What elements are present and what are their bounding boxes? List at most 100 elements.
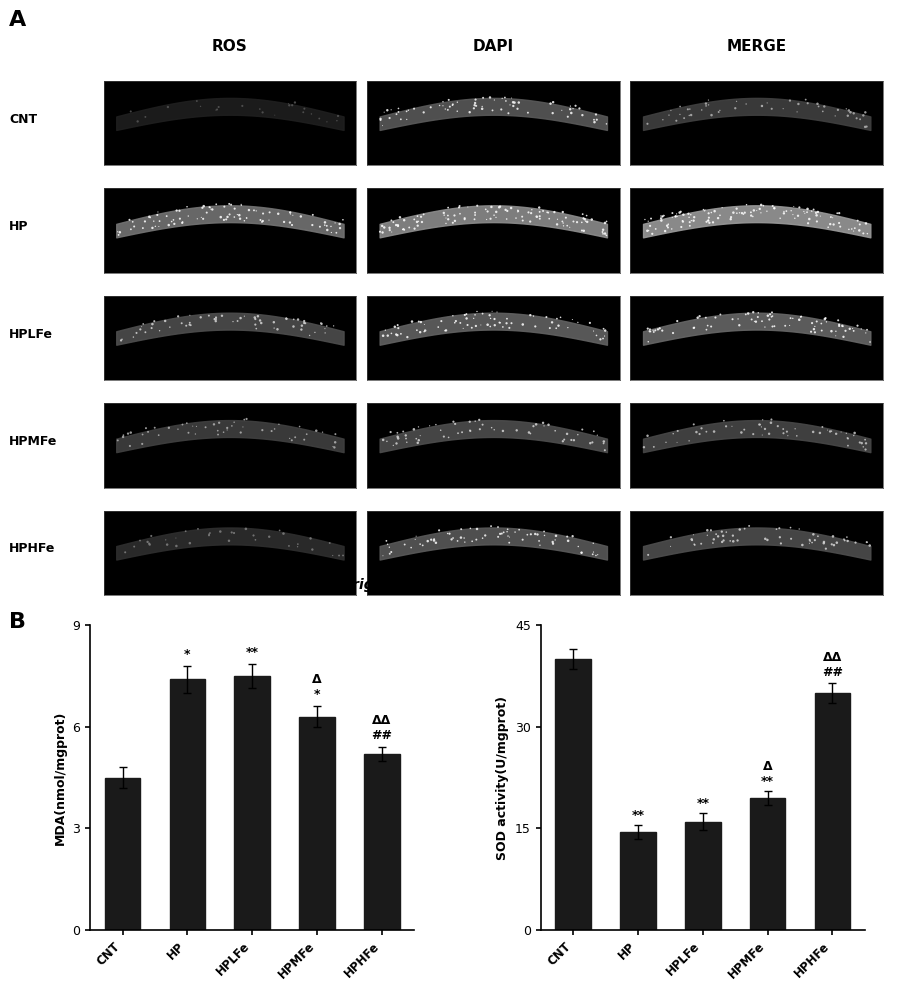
Point	[569, 98, 583, 114]
Point	[587, 323, 601, 339]
Point	[842, 321, 857, 337]
Point	[765, 101, 779, 117]
Point	[578, 213, 593, 229]
Point	[754, 197, 769, 213]
Point	[687, 213, 701, 229]
Point	[463, 423, 478, 439]
Point	[550, 216, 564, 232]
Point	[737, 422, 751, 438]
Point	[376, 432, 390, 448]
Point	[268, 107, 282, 123]
Point	[272, 416, 287, 432]
Point	[190, 211, 205, 227]
Point	[567, 432, 581, 448]
Point	[660, 218, 674, 234]
Point	[675, 213, 689, 229]
Point	[714, 534, 729, 550]
Point	[288, 429, 303, 445]
Point	[596, 224, 610, 240]
Point	[485, 303, 499, 319]
Point	[437, 207, 451, 223]
Point	[416, 104, 431, 120]
Point	[847, 105, 861, 121]
Point	[233, 425, 248, 441]
Point	[777, 425, 791, 441]
Point	[560, 218, 575, 234]
Point	[447, 207, 461, 223]
Point	[162, 319, 177, 335]
Point	[580, 214, 595, 230]
Point	[465, 320, 479, 336]
Point	[211, 427, 225, 443]
Point	[596, 435, 611, 451]
Point	[413, 428, 427, 444]
Point	[599, 213, 614, 229]
Point	[175, 215, 189, 231]
Point	[829, 323, 843, 339]
Point	[138, 324, 152, 340]
Point	[214, 524, 228, 540]
Point	[784, 203, 798, 219]
Point	[849, 535, 863, 551]
Point	[476, 417, 490, 433]
Point	[851, 213, 865, 229]
Point	[687, 536, 702, 552]
Point	[456, 320, 470, 336]
Point	[139, 420, 153, 436]
Point	[291, 536, 305, 552]
Point	[714, 306, 728, 322]
Point	[835, 318, 850, 334]
Point	[570, 427, 585, 443]
Point	[411, 435, 425, 451]
Point	[199, 205, 214, 221]
Point	[387, 319, 402, 335]
Point	[695, 102, 709, 118]
Point	[746, 304, 760, 320]
Point	[701, 213, 715, 229]
Point	[586, 546, 600, 562]
Point	[655, 208, 669, 224]
Point	[724, 211, 738, 227]
Point	[647, 439, 661, 455]
Point	[689, 424, 704, 440]
Point	[841, 533, 855, 549]
Point	[413, 536, 427, 552]
Point	[641, 213, 655, 229]
Point	[641, 321, 655, 337]
Point	[236, 419, 250, 435]
Point	[803, 533, 817, 549]
Point	[794, 308, 808, 324]
Point	[423, 418, 437, 434]
Point	[384, 212, 398, 228]
Point	[111, 432, 125, 448]
Point	[262, 204, 277, 220]
Point	[221, 209, 235, 225]
Point	[583, 435, 597, 451]
Point	[597, 328, 612, 344]
Point	[205, 201, 220, 217]
Point	[264, 423, 278, 439]
Text: **: **	[246, 646, 259, 659]
Point	[805, 203, 819, 219]
Point	[297, 101, 312, 117]
Point	[786, 310, 800, 326]
Point	[387, 437, 401, 453]
Point	[291, 312, 305, 328]
Point	[685, 532, 699, 548]
Point	[404, 540, 418, 556]
Point	[418, 323, 432, 339]
Point	[816, 535, 831, 551]
Point	[495, 90, 509, 106]
Point	[458, 211, 472, 227]
Point	[487, 207, 501, 223]
Point	[777, 205, 791, 221]
Point	[680, 101, 695, 117]
Point	[202, 527, 216, 543]
Point	[285, 217, 299, 233]
Point	[332, 216, 347, 232]
Point	[283, 204, 297, 220]
Point	[227, 414, 241, 430]
Point	[129, 325, 143, 341]
Point	[297, 315, 312, 331]
Point	[800, 95, 815, 111]
